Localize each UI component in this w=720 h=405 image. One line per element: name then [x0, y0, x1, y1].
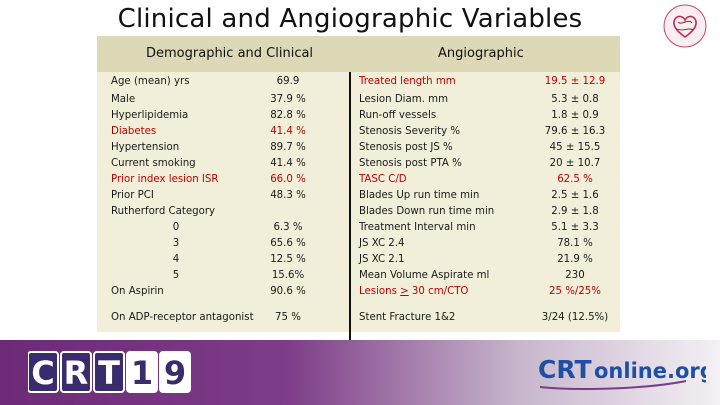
- column-divider: [349, 72, 351, 384]
- left-row-label: Prior PCI: [111, 190, 154, 201]
- crt-logo-tile: [126, 351, 158, 393]
- left-row-value: 15.6%: [271, 270, 305, 281]
- left-row-value: 65.6 %: [270, 238, 306, 249]
- left-row-value: 66.0 %: [270, 174, 306, 185]
- slide-title: Clinical and Angiographic Variables: [117, 4, 583, 34]
- crt-logo-letter: T: [98, 354, 120, 392]
- left-row-value: 75 %: [275, 312, 301, 323]
- right-row-value: 78.1 %: [557, 238, 593, 249]
- left-row-label: Current smoking: [111, 158, 196, 169]
- right-row-value: 20 ± 10.7: [549, 158, 601, 169]
- table-panel: [97, 36, 620, 332]
- left-row-label: 5: [172, 270, 180, 281]
- crt-logo-letter: 1: [131, 354, 153, 392]
- right-row-label: Lesions > 30 cm/CTO: [359, 286, 469, 297]
- left-row-label: Hyperlipidemia: [111, 110, 189, 121]
- crt-logo-letter: 9: [164, 354, 186, 392]
- crt-logo-tile: [28, 351, 59, 393]
- left-row-value: 82.8 %: [270, 110, 306, 121]
- left-row-label: Prior index lesion ISR: [111, 174, 219, 185]
- left-row-value: 12.5 %: [270, 254, 306, 265]
- right-row-value: 5.1 ± 3.3: [551, 222, 599, 233]
- left-row-value: 6.3 %: [273, 222, 303, 233]
- left-row-value: 41.4 %: [270, 158, 306, 169]
- left-row-label: On Aspirin: [111, 286, 164, 297]
- left-row-label: On ADP-receptor antagonist: [111, 312, 254, 323]
- right-row-value: 3/24 (12.5%): [541, 312, 609, 323]
- right-row-value: 2.5 ± 1.6: [551, 190, 599, 201]
- right-row-label: Treated length mm: [359, 76, 456, 87]
- right-row-label: Lesion Diam. mm: [359, 94, 448, 105]
- left-row-value: 69.9: [276, 76, 300, 87]
- right-row-label: Run-off vessels: [359, 110, 437, 121]
- right-row-value: 2.9 ± 1.8: [551, 206, 599, 217]
- right-row-label: Stent Fracture 1&2: [359, 312, 456, 323]
- crt-logo-letter: R: [64, 354, 89, 392]
- left-row-value: 89.7 %: [270, 142, 306, 153]
- crtonline-suffix: online.org: [594, 359, 706, 383]
- right-row-label: Treatment Interval min: [359, 222, 476, 233]
- crt-logo-tile: [60, 351, 92, 393]
- left-row-label: Hypertension: [111, 142, 180, 153]
- right-row-value: 1.8 ± 0.9: [551, 110, 599, 121]
- left-row-label: Male: [111, 94, 136, 105]
- left-row-value: 41.4 %: [270, 126, 306, 137]
- left-row-value: 37.9 %: [270, 94, 306, 105]
- right-row-value: 230: [565, 270, 585, 281]
- left-row-label: 4: [172, 254, 180, 265]
- crt-logo-tile: [93, 351, 125, 393]
- right-row-value: 25 %/25%: [549, 286, 601, 297]
- left-row-label: 0: [172, 222, 180, 233]
- right-row-value: 5.3 ± 0.8: [551, 94, 599, 105]
- right-row-label: Mean Volume Aspirate ml: [359, 270, 490, 281]
- right-row-label: Stenosis post PTA %: [359, 158, 462, 169]
- left-row-label: Rutherford Category: [111, 206, 216, 217]
- crtonline-prefix: CRT: [538, 355, 592, 384]
- left-row-value: 90.6 %: [270, 286, 306, 297]
- right-column-header: Angiographic: [438, 46, 524, 61]
- crtonline-swoosh-icon: [539, 380, 687, 390]
- right-row-value: 19.5 ± 12.9: [544, 76, 606, 87]
- left-row-value: 48.3 %: [270, 190, 306, 201]
- right-row-value: 62.5 %: [557, 174, 593, 185]
- right-row-label: Blades Down run time min: [359, 206, 495, 217]
- crt-logo-tile: [159, 351, 191, 393]
- right-row-label: Stenosis post JS %: [359, 142, 453, 153]
- left-row-label: Age (mean) yrs: [111, 76, 190, 87]
- right-row-label: TASC C/D: [359, 174, 407, 185]
- right-row-label: JS XC 2.4: [359, 238, 405, 249]
- right-row-value: 21.9 %: [557, 254, 593, 265]
- heart-logo-icon: [663, 4, 707, 48]
- right-row-label: Stenosis Severity %: [359, 126, 461, 137]
- right-row-value: 45 ± 15.5: [549, 142, 601, 153]
- crt-logo-letter: C: [31, 354, 54, 392]
- left-row-label: Diabetes: [111, 126, 157, 137]
- right-row-value: 79.6 ± 16.3: [544, 126, 606, 137]
- crtonline-logo: CRT online.org: [538, 355, 706, 390]
- left-column-header: Demographic and Clinical: [146, 46, 314, 61]
- right-row-label: Blades Up run time min: [359, 190, 480, 201]
- table-header-band: [97, 36, 620, 72]
- right-row-label: JS XC 2.1: [359, 254, 405, 265]
- left-row-label: 3: [172, 238, 180, 249]
